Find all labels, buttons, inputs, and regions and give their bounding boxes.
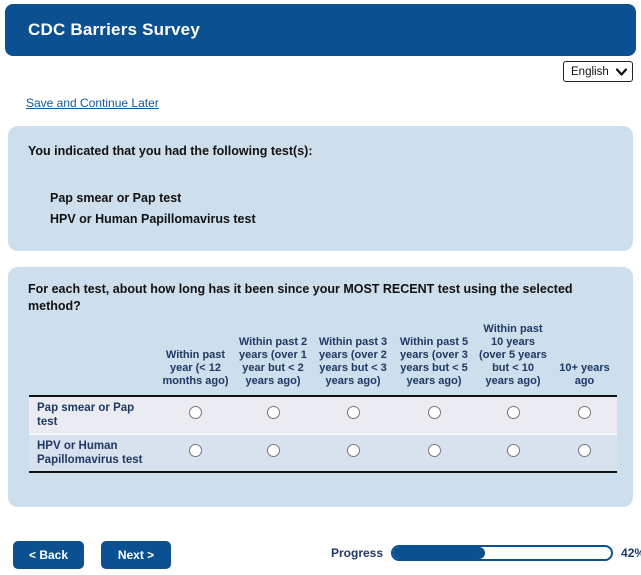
matrix-header-row: Within past year (< 12 months ago) Withi…: [29, 323, 617, 396]
radio-hpv-within-2yr[interactable]: [266, 444, 280, 457]
selected-test-item: HPV or Human Papillomavirus test: [50, 212, 256, 226]
language-select[interactable]: English: [563, 61, 633, 82]
matrix-question-text: For each test, about how long has it bee…: [28, 282, 573, 313]
selected-tests-list: Pap smear or Pap test HPV or Human Papil…: [50, 188, 613, 230]
column-header: Within past 5 years (over 3 years but < …: [399, 336, 469, 387]
row-label: Pap smear or Pap test: [37, 402, 135, 428]
column-header: Within past year (< 12 months ago): [162, 349, 229, 387]
progress-percent: 42%: [621, 546, 641, 560]
matrix-table: Within past year (< 12 months ago) Withi…: [29, 323, 617, 473]
save-and-continue-link[interactable]: Save and Continue Later: [26, 96, 159, 110]
radio-hpv-within-10yr[interactable]: [506, 444, 520, 457]
radio-hpv-within-3yr[interactable]: [346, 444, 360, 457]
intro-prompt: You indicated that you had the following…: [28, 144, 313, 158]
radio-pap-within-3yr[interactable]: [346, 406, 360, 419]
progress-group: Progress 42%: [331, 545, 641, 561]
column-header: Within past 3 years (over 2 years but < …: [318, 336, 388, 387]
radio-hpv-10plus[interactable]: [578, 444, 591, 457]
progress-bar-fill: [393, 547, 485, 559]
radio-hpv-within-1yr[interactable]: [189, 444, 202, 457]
next-button[interactable]: Next >: [101, 541, 171, 569]
intro-panel: You indicated that you had the following…: [8, 126, 633, 251]
radio-pap-within-5yr[interactable]: [427, 406, 441, 419]
column-header: Within past 2 years (over 1 year but < 2…: [238, 336, 308, 387]
chevron-down-icon: [616, 67, 627, 76]
matrix-panel: For each test, about how long has it bee…: [8, 267, 633, 507]
row-label: HPV or Human Papillomavirus test: [37, 440, 143, 466]
selected-test-item: Pap smear or Pap test: [50, 191, 182, 205]
radio-pap-within-1yr[interactable]: [189, 406, 202, 419]
progress-bar: [391, 545, 614, 561]
matrix-header-spacer: [29, 323, 157, 396]
app-header: CDC Barriers Survey: [5, 4, 636, 56]
language-selected-value: English: [571, 65, 609, 78]
table-row: HPV or Human Papillomavirus test: [29, 434, 617, 472]
column-header: 10+ years ago: [559, 362, 610, 387]
page-title: CDC Barriers Survey: [28, 20, 200, 39]
table-row: Pap smear or Pap test: [29, 396, 617, 434]
radio-pap-within-10yr[interactable]: [506, 406, 520, 419]
back-button[interactable]: < Back: [13, 541, 84, 569]
radio-pap-within-2yr[interactable]: [266, 406, 280, 419]
progress-label: Progress: [331, 546, 384, 560]
column-header: Within past 10 years (over 5 years but <…: [479, 323, 547, 387]
radio-hpv-within-5yr[interactable]: [427, 444, 441, 457]
radio-pap-10plus[interactable]: [578, 406, 591, 419]
